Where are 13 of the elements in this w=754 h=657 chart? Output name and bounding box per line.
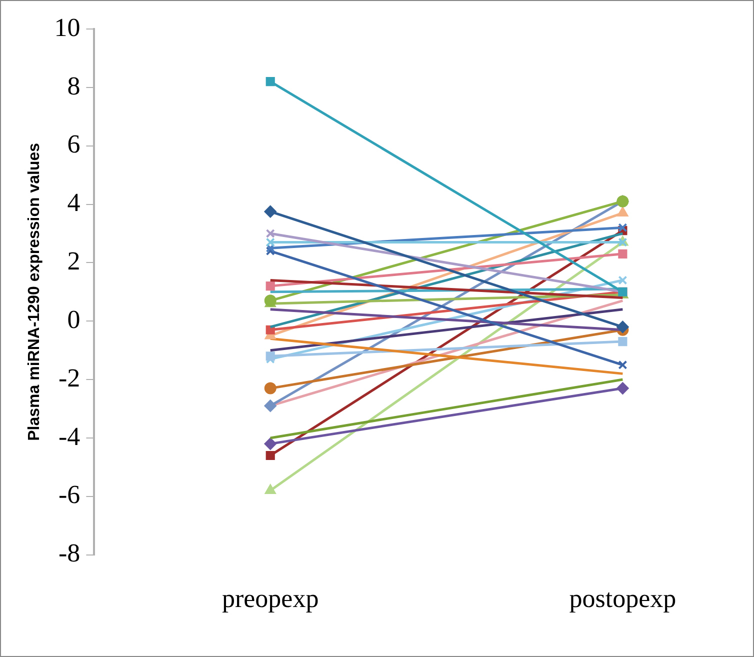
x-tick-label: postopexp: [569, 584, 676, 614]
y-tick-label: -6: [58, 480, 80, 510]
x-tick-label: preopexp: [222, 584, 319, 614]
y-tick-label: 8: [67, 71, 80, 100]
y-axis-title: Plasma miRNA-1290 expression values: [26, 142, 44, 441]
y-tick-label: 2: [67, 246, 80, 276]
y-tick-label: 10: [54, 12, 80, 42]
y-tick-label: 4: [67, 188, 80, 218]
y-tick-label: -4: [58, 422, 80, 451]
y-tick-label: -2: [58, 363, 80, 392]
y-tick-label: -8: [58, 538, 80, 568]
y-tick-label: 0: [67, 304, 80, 334]
y-tick-label: 6: [67, 130, 80, 159]
